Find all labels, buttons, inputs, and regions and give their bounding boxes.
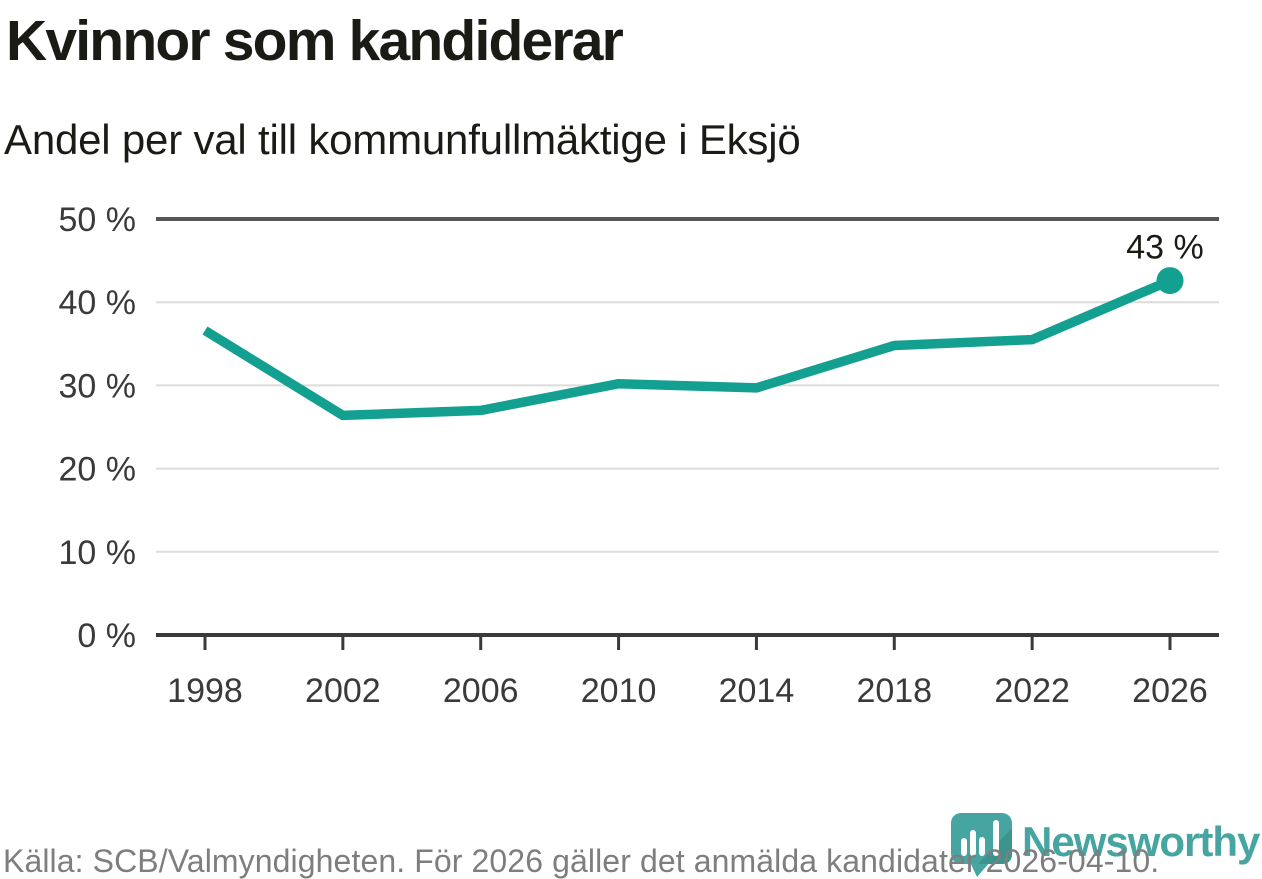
y-tick-label: 30 % xyxy=(59,367,137,405)
x-tick-label: 1998 xyxy=(167,672,243,710)
y-tick-label: 10 % xyxy=(59,534,137,572)
y-tick-label: 0 % xyxy=(77,617,136,655)
x-tick-label: 2022 xyxy=(994,672,1070,710)
x-tick-label: 2006 xyxy=(443,672,519,710)
end-value-label: 43 % xyxy=(1126,229,1204,267)
newsworthy-logo-icon xyxy=(951,813,1012,877)
data-line xyxy=(202,276,1172,421)
x-tick-label: 2026 xyxy=(1132,672,1208,710)
x-tick-label: 2002 xyxy=(305,672,381,710)
y-tick-label: 20 % xyxy=(59,451,137,489)
brand-name: Newsworthy xyxy=(1022,818,1260,865)
source-note: Källa: SCB/Valmyndigheten. För 2026 gäll… xyxy=(3,843,1160,879)
end-point-marker xyxy=(1156,267,1184,295)
y-tick-label: 50 % xyxy=(59,201,137,239)
x-tick-label: 2010 xyxy=(581,672,657,710)
logo-bars xyxy=(961,820,999,856)
chart-subtitle: Andel per val till kommunfullmäktige i E… xyxy=(4,116,801,163)
x-tick-label: 2018 xyxy=(856,672,932,710)
y-tick-label: 40 % xyxy=(59,284,137,322)
x-tick-label: 2014 xyxy=(719,672,795,710)
chart-title: Kvinnor som kandiderar xyxy=(6,9,624,73)
